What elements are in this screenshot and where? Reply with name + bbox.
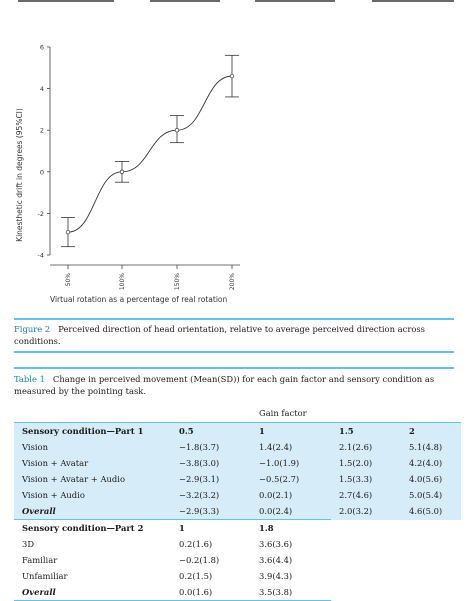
table-part-1: Sensory condition—Part 1 0.5 1 1.5 2 Vision −1… [14, 422, 461, 520]
value-cell: −1.0(1.9) [251, 455, 331, 471]
value-cell: 1 [171, 519, 251, 536]
row-label-cell: Sensory condition—Part 1 [14, 422, 171, 439]
value-cell: 4.2(4.0) [401, 455, 461, 471]
row-label-cell: Overall [14, 503, 171, 520]
value-cell: −1.8(3.7) [171, 439, 251, 455]
value-cell: 0.0(2.1) [251, 487, 331, 503]
x-tick-label: 100% [119, 273, 126, 290]
row-label-cell: Vision + Audio [14, 487, 171, 503]
y-tick-label: -2 [38, 210, 44, 218]
table-part-2: Sensory condition—Part 2 1 1.8 3D 0.2(1.6) 3.… [14, 519, 461, 601]
table-row: Vision + Avatar −3.8(3.0) −1.0(1.9) 1.5(2.0… [14, 455, 461, 471]
data-point [174, 128, 180, 133]
x-tick-label: 200% [229, 273, 236, 290]
row-label-cell: Vision + Avatar [14, 455, 171, 471]
row-label-cell: Vision [14, 439, 171, 455]
y-axis-label: Kinesthetic drift in degrees (95%CI) [15, 108, 24, 242]
value-cell: 0.5 [171, 422, 251, 439]
y-tick-label: 2 [40, 127, 44, 135]
value-cell: 4.6(5.0) [401, 503, 461, 520]
data-point [119, 169, 125, 174]
x-axis-label: Virtual rotation as a percentage of real… [50, 295, 228, 304]
table-header-row: Sensory condition—Part 1 0.5 1 1.5 2 [14, 422, 461, 439]
value-cell: −3.2(3.2) [171, 487, 251, 503]
y-tick-label: 6 [40, 44, 44, 52]
rule-segment [18, 0, 114, 2]
y-tick-label: -4 [38, 252, 44, 260]
table-caption-text: Change in perceived movement (Mean(SD)) … [14, 374, 435, 396]
value-cell: 0.2(1.6) [171, 536, 251, 552]
value-cell: −3.8(3.0) [171, 455, 251, 471]
x-tick-label: 50% [65, 273, 72, 287]
table-label: Table 1 [14, 374, 45, 384]
value-cell: 3.5(3.8) [251, 584, 331, 601]
table-header-row: Sensory condition—Part 2 1 1.8 [14, 519, 461, 536]
rule-segment [372, 0, 454, 2]
value-cell: 2.1(2.6) [331, 439, 401, 455]
value-cell: 1.5 [331, 422, 401, 439]
rule-segment [150, 0, 220, 2]
value-cell: 2.0(3.2) [331, 503, 401, 520]
value-cell: 5.1(4.8) [401, 439, 461, 455]
value-cell: −0.2(1.8) [171, 552, 251, 568]
value-cell: 1.8 [251, 519, 331, 536]
value-cell: 3.9(4.3) [251, 568, 331, 584]
gain-factor-row: Gain factor [14, 404, 461, 423]
data-point [229, 73, 235, 79]
row-label-cell: Overall [14, 584, 171, 601]
table-overall-row: Overall −2.9(3.3) 0.0(2.4) 2.0(3.2) 4.6(5.0) [14, 503, 461, 520]
value-cell: −2.9(3.1) [171, 471, 251, 487]
y-tick-label: 4 [40, 85, 44, 93]
value-cell: 1.5(3.3) [331, 471, 401, 487]
value-cell: 3.6(4.4) [251, 552, 331, 568]
kinesthetic-drift-chart: 6 4 2 0 -2 -4 50% 100% 150% 200% Kinesthetic drif… [15, 44, 240, 304]
value-cell: 2.7(4.6) [331, 487, 401, 503]
table-row: Vision + Audio −3.2(3.2) 0.0(2.1) 2.7(4.6) 5… [14, 487, 461, 503]
value-cell: 1.5(2.0) [331, 455, 401, 471]
value-cell: −0.5(2.7) [251, 471, 331, 487]
series-line [67, 75, 233, 233]
value-cell: 0.2(1.5) [171, 568, 251, 584]
value-cell: 5.0(5.4) [401, 487, 461, 503]
table-row: Unfamiliar 0.2(1.5) 3.9(4.3) [14, 568, 461, 584]
figure-caption-text: Perceived direction of head orientation,… [14, 324, 425, 346]
rule-segment [255, 0, 335, 2]
figure-label: Figure 2 [14, 324, 51, 334]
row-label-cell: Familiar [14, 552, 171, 568]
chart-marks [61, 54, 239, 248]
value-cell: 2 [401, 422, 461, 439]
row-label-cell: Sensory condition—Part 2 [14, 519, 171, 536]
value-cell: 1 [251, 422, 331, 439]
row-label-cell: 3D [14, 536, 171, 552]
value-cell: −2.9(3.3) [171, 503, 251, 520]
table-row: Familiar −0.2(1.8) 3.6(4.4) [14, 552, 461, 568]
y-tick-label: 0 [40, 168, 44, 176]
table-row: Vision −1.8(3.7) 1.4(2.4) 2.1(2.6) 5.1(4.8) [14, 439, 461, 455]
row-label-cell: Unfamiliar [14, 568, 171, 584]
results-table: Gain factor Sensory condition—Part 1 0.5 1… [14, 404, 461, 601]
value-cell: 3.6(3.6) [251, 536, 331, 552]
value-cell: 0.0(1.6) [171, 584, 251, 601]
table-caption: Table 1 Change in perceived movement (Me… [14, 367, 454, 397]
page-top-rule [0, 0, 474, 6]
figure-caption: Figure 2 Perceived direction of head ori… [14, 318, 454, 353]
table-row: 3D 0.2(1.6) 3.6(3.6) [14, 536, 461, 552]
chart-axes: 6 4 2 0 -2 -4 50% 100% 150% 200% [38, 44, 240, 290]
table-overall-row: Overall 0.0(1.6) 3.5(3.8) [14, 584, 461, 601]
row-label-cell: Vision + Avatar + Audio [14, 471, 171, 487]
gain-factor-header: Gain factor [259, 408, 307, 418]
value-cell: 1.4(2.4) [251, 439, 331, 455]
x-tick-label: 150% [174, 273, 181, 290]
data-point [65, 229, 71, 235]
value-cell: 0.0(2.4) [251, 503, 331, 520]
table-row: Vision + Avatar + Audio −2.9(3.1) −0.5(2.7… [14, 471, 461, 487]
value-cell: 4.0(5.6) [401, 471, 461, 487]
